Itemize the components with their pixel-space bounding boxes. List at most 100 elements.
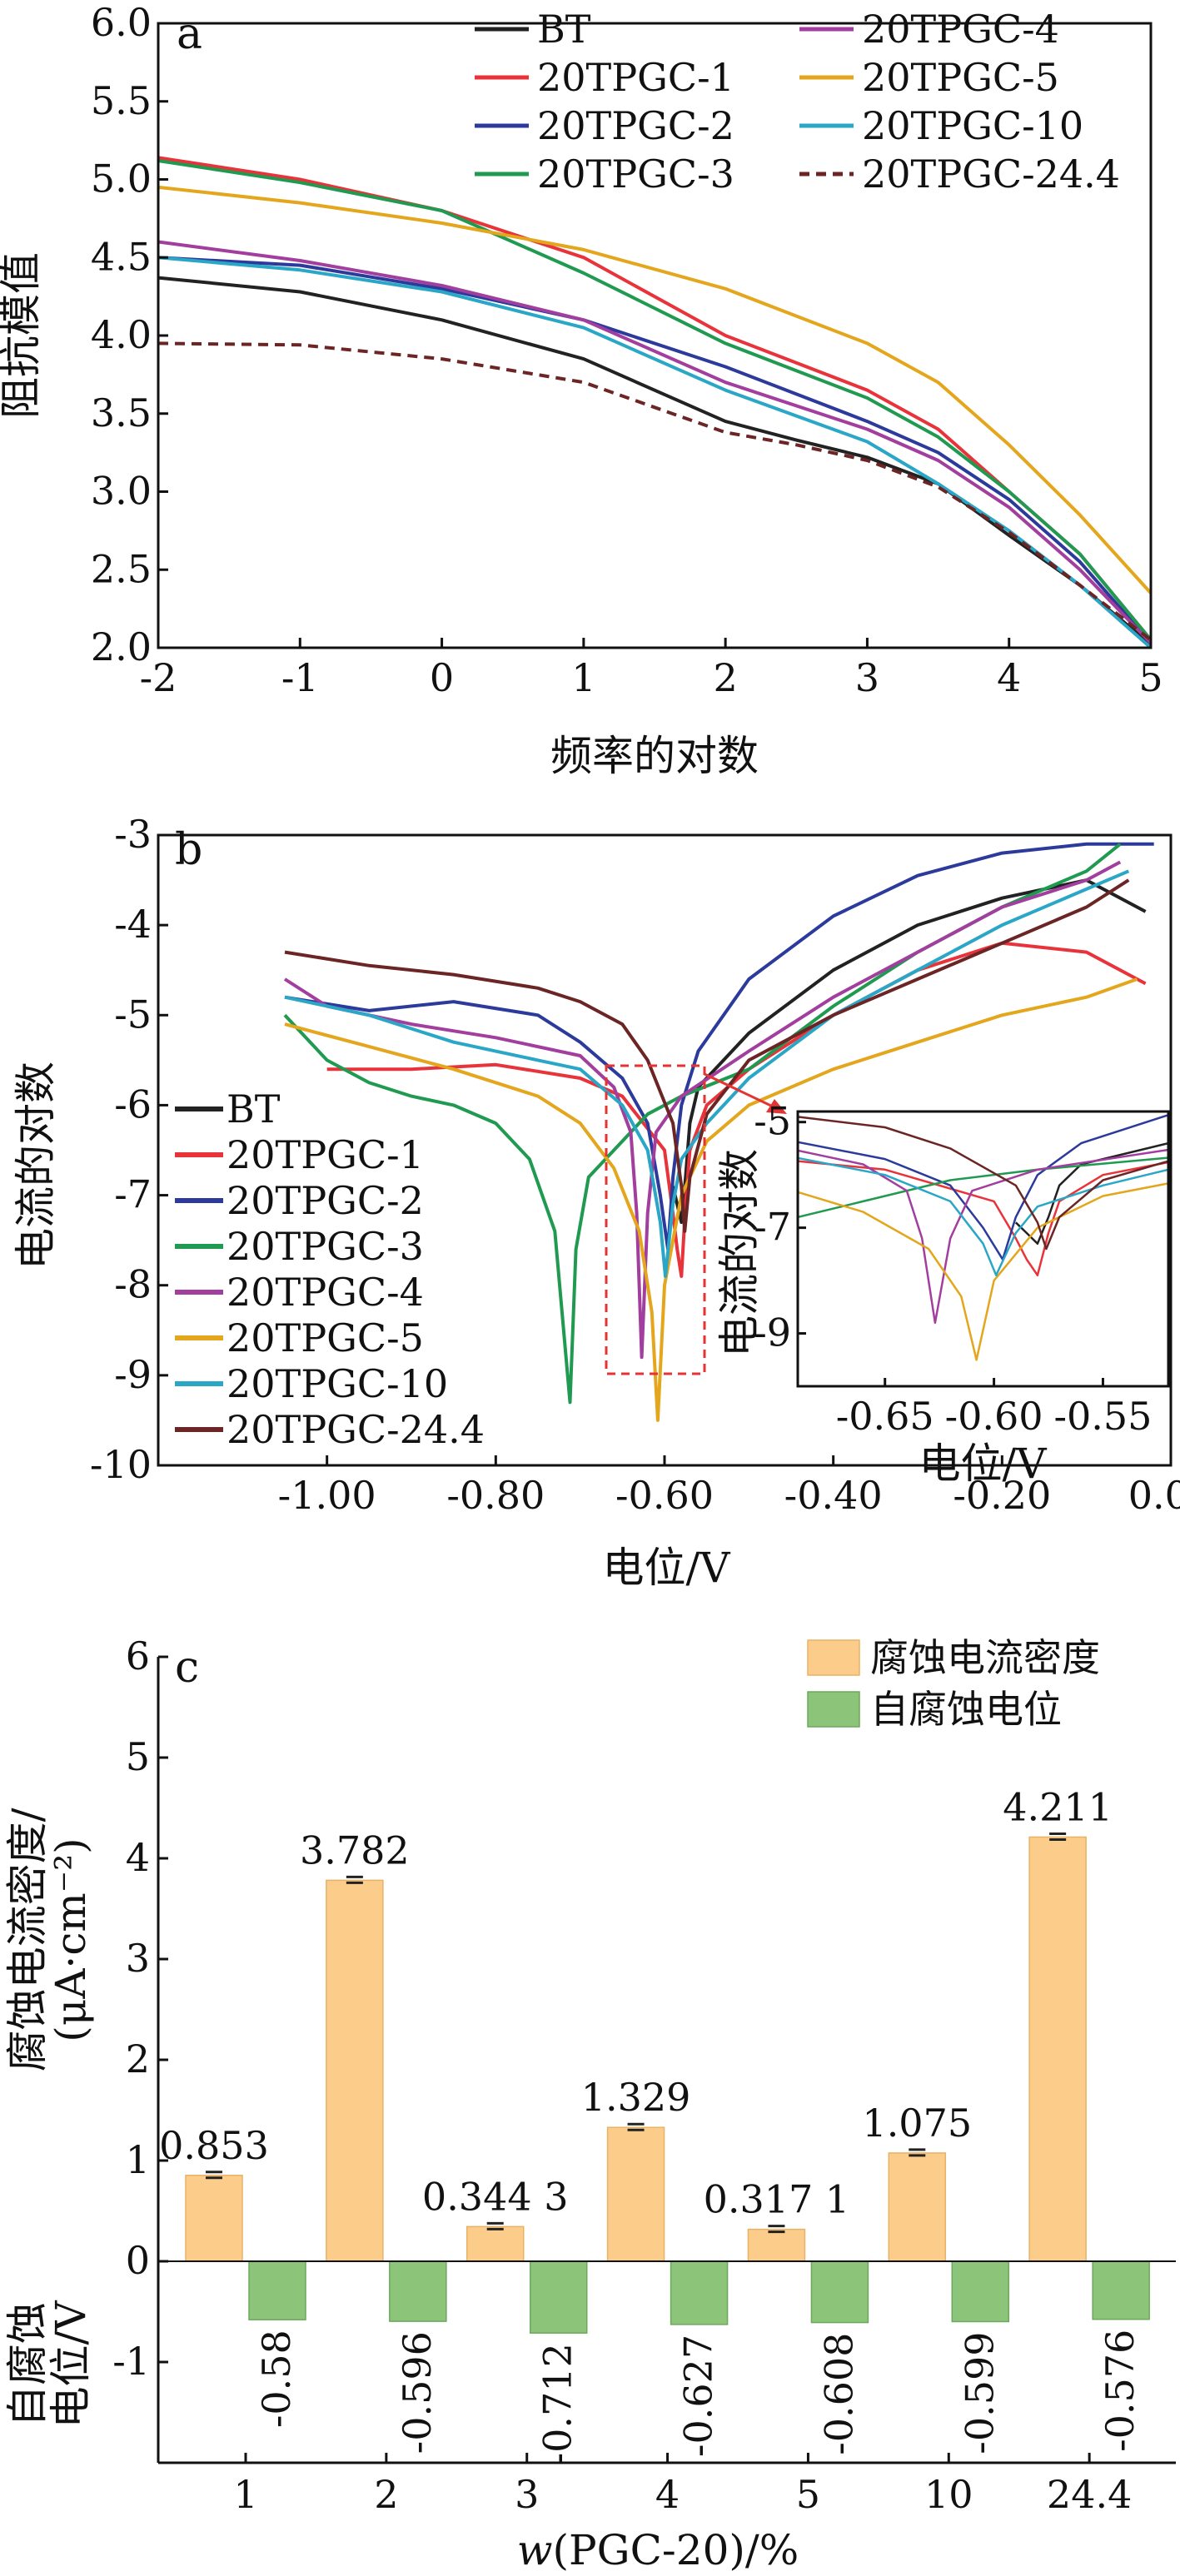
bar-current-density-1 <box>185 2175 243 2262</box>
zoom-arrow-head <box>766 1099 787 1114</box>
panel-c-xtick-label-4: 4 <box>655 2472 680 2517</box>
panel-a-xtick-label: -2 <box>140 655 177 700</box>
panel-b-legend-label-bt: BT <box>227 1087 281 1131</box>
panel-a-ytick-label: 5.0 <box>91 157 152 201</box>
bar-current-density-label-1: 0.853 <box>159 2123 269 2168</box>
panel-b-legend-label-20tpgc-4: 20TPGC-4 <box>227 1270 424 1315</box>
inset-xtick-label: -0.65 <box>836 1394 934 1439</box>
zoom-arrow-line <box>704 1072 775 1109</box>
panel-b-legend-label-20tpgc-3: 20TPGC-3 <box>227 1224 424 1269</box>
panel-b-series-group <box>283 842 1154 1422</box>
panel-b-xtick-label: 0.00 <box>1128 1473 1180 1518</box>
panel-b-ytick-label: -5 <box>114 992 152 1037</box>
panel-c-xtick-label-10: 10 <box>924 2472 973 2517</box>
panel-b-series-line-20tpgc-24-4 <box>284 878 1130 1233</box>
panel-a-ytick-label: 3.0 <box>91 469 152 514</box>
panel-a-series-line-20tpgc-3 <box>157 159 1153 641</box>
panel-c-legend-label-current: 腐蚀电流密度 <box>870 1635 1100 1680</box>
bar-current-density-label-2: 3.782 <box>300 1828 410 1872</box>
inset-y-ticks: -5 -7 -9 <box>754 1099 806 1355</box>
bar-corrosion-potential-label-1: -0.58 <box>254 2330 299 2428</box>
panel-c-y2-axis-label: 自腐蚀 电位/V <box>3 2300 95 2429</box>
panel-c-ytick-label: 4 <box>126 1835 150 1880</box>
bar-current-density-label-4: 1.329 <box>581 2075 691 2120</box>
panel-b-series-line-bt <box>671 878 1147 1224</box>
panel-a-series-line-20tpgc-1 <box>157 156 1153 641</box>
panel-a-ytick-label: 3.5 <box>91 390 152 435</box>
panel-c: 0.853 -0.58 1 3.782 -0.596 2 0.344 3 -0.712 3 1.3… <box>3 1634 1176 2574</box>
inset-ytick-label: -5 <box>754 1099 791 1144</box>
panel-a-xtick-label: 5 <box>1138 655 1163 700</box>
inset-series-group <box>798 1113 1168 1361</box>
bar-corrosion-potential-4 <box>670 2260 729 2325</box>
panel-c-xtick-label-1: 1 <box>233 2472 257 2517</box>
bar-corrosion-potential-10 <box>951 2260 1010 2323</box>
panel-b-xtick-label: -0.80 <box>446 1473 545 1518</box>
panel-b-xtick-label: -1.00 <box>278 1473 376 1518</box>
panel-a-series-line-20tpgc-24-4 <box>157 341 1153 642</box>
bar-corrosion-potential-label-10: -0.599 <box>957 2331 1002 2454</box>
bar-current-density-24-4 <box>1028 1836 1087 2262</box>
panel-c-y2-axis-label-line2: 电位/V <box>47 2300 95 2429</box>
panel-a-series-line-20tpgc-2 <box>157 256 1153 644</box>
bar-corrosion-potential-24-4 <box>1092 2260 1150 2320</box>
panel-a-series-group <box>157 156 1153 649</box>
zoom-region-box <box>605 1064 706 1375</box>
bar-current-density-label-3: 0.344 3 <box>422 2174 569 2219</box>
panel-a-ytick-label: 2.5 <box>91 546 152 591</box>
panel-b-label: b <box>175 825 202 875</box>
panel-b-series-line-20tpgc-10 <box>284 869 1130 1278</box>
bar-corrosion-potential-label-5: -0.608 <box>816 2333 861 2455</box>
panel-b: -3 -4 -5 -6 -7 -8 -9 -10 -1.00 -0.80 -0.60 -0.40 -0… <box>12 812 1180 1592</box>
panel-b-series-line-20tpgc-5 <box>284 977 1138 1422</box>
inset-chart: -5 -7 -9 -0.65 -0.60 -0.55 电位/V 电流的对数 <box>715 1099 1170 1488</box>
bar-current-density-2 <box>326 1879 384 2262</box>
panel-c-xtick-label-2: 2 <box>374 2472 398 2517</box>
panel-a-label: a <box>177 9 202 59</box>
panel-c-ytick-label: 3 <box>126 1936 150 1981</box>
panel-a-ytick-label: 6.0 <box>91 0 152 45</box>
inset-ytick-label: -9 <box>754 1310 791 1355</box>
bar-current-density-label-24-4: 4.211 <box>1003 1784 1113 1829</box>
panel-a-series-line-20tpgc-10 <box>157 256 1153 649</box>
bar-current-density-3 <box>466 2225 525 2262</box>
panel-c-ytick-label: 6 <box>126 1634 150 1678</box>
bar-corrosion-potential-label-2: -0.596 <box>395 2331 440 2454</box>
bar-corrosion-potential-label-3: -0.712 <box>535 2343 580 2465</box>
panel-c-xtick-label-24-4: 24.4 <box>1047 2472 1132 2517</box>
panel-c-x-axis-label: w(PGC-20)/% <box>517 2526 799 2574</box>
panel-b-ytick-label: -3 <box>114 812 152 857</box>
panel-b-xtick-label: -0.40 <box>784 1473 883 1518</box>
panel-c-x-axis-label-italic: w <box>517 2526 553 2574</box>
panel-b-ytick-label: -7 <box>114 1172 152 1217</box>
panel-b-ytick-label: -10 <box>90 1442 152 1487</box>
panel-c-y-axis-label: 腐蚀电流密度/ (μA·cm⁻²) <box>3 1808 95 2071</box>
panel-c-xtick-label-3: 3 <box>515 2472 539 2517</box>
panel-b-ytick-label: -9 <box>114 1352 152 1397</box>
inset-xtick-label: -0.55 <box>1053 1394 1152 1439</box>
panel-a-legend-label-20tpgc-3: 20TPGC-3 <box>537 152 734 196</box>
panel-a: 2.0 2.5 3.0 3.5 4.0 4.5 5.0 5.5 6.0 -2 -1 0 1 2 3 4 5 a… <box>0 0 1163 780</box>
inset-series-clip-group <box>798 1113 1168 1361</box>
panel-a-legend-label-20tpgc-1: 20TPGC-1 <box>537 55 734 100</box>
panel-c-bars-group: 0.853 -0.58 1 3.782 -0.596 2 0.344 3 -0.712 3 1.3… <box>159 1784 1150 2517</box>
inset-x-axis-label: 电位/V <box>919 1440 1048 1488</box>
panel-a-series-line-bt <box>157 276 1153 646</box>
bar-current-density-4 <box>606 2126 665 2262</box>
panel-b-xtick-label: -0.20 <box>953 1473 1051 1518</box>
panel-c-y2-axis-label-line1: 自腐蚀 <box>3 2302 52 2427</box>
panel-a-ytick-label: 2.0 <box>91 624 152 669</box>
panel-c-legend-swatch-current <box>807 1639 860 1676</box>
bar-corrosion-potential-label-4: -0.627 <box>676 2335 721 2457</box>
panel-a-xtick-label: -1 <box>281 655 319 700</box>
bar-corrosion-potential-1 <box>248 2260 306 2320</box>
panel-b-series-line-20tpgc-4 <box>283 860 1122 1360</box>
panel-b-x-axis-label: 电位/V <box>603 1544 731 1592</box>
bar-corrosion-potential-3 <box>529 2260 588 2334</box>
panel-a-y-axis-label: 阻抗模值 <box>0 252 45 419</box>
panel-c-ytick-label: 2 <box>126 2036 150 2081</box>
panel-c-y-axis-label-line1: 腐蚀电流密度/ <box>3 1808 52 2071</box>
panel-b-ytick-label: -8 <box>114 1262 152 1307</box>
